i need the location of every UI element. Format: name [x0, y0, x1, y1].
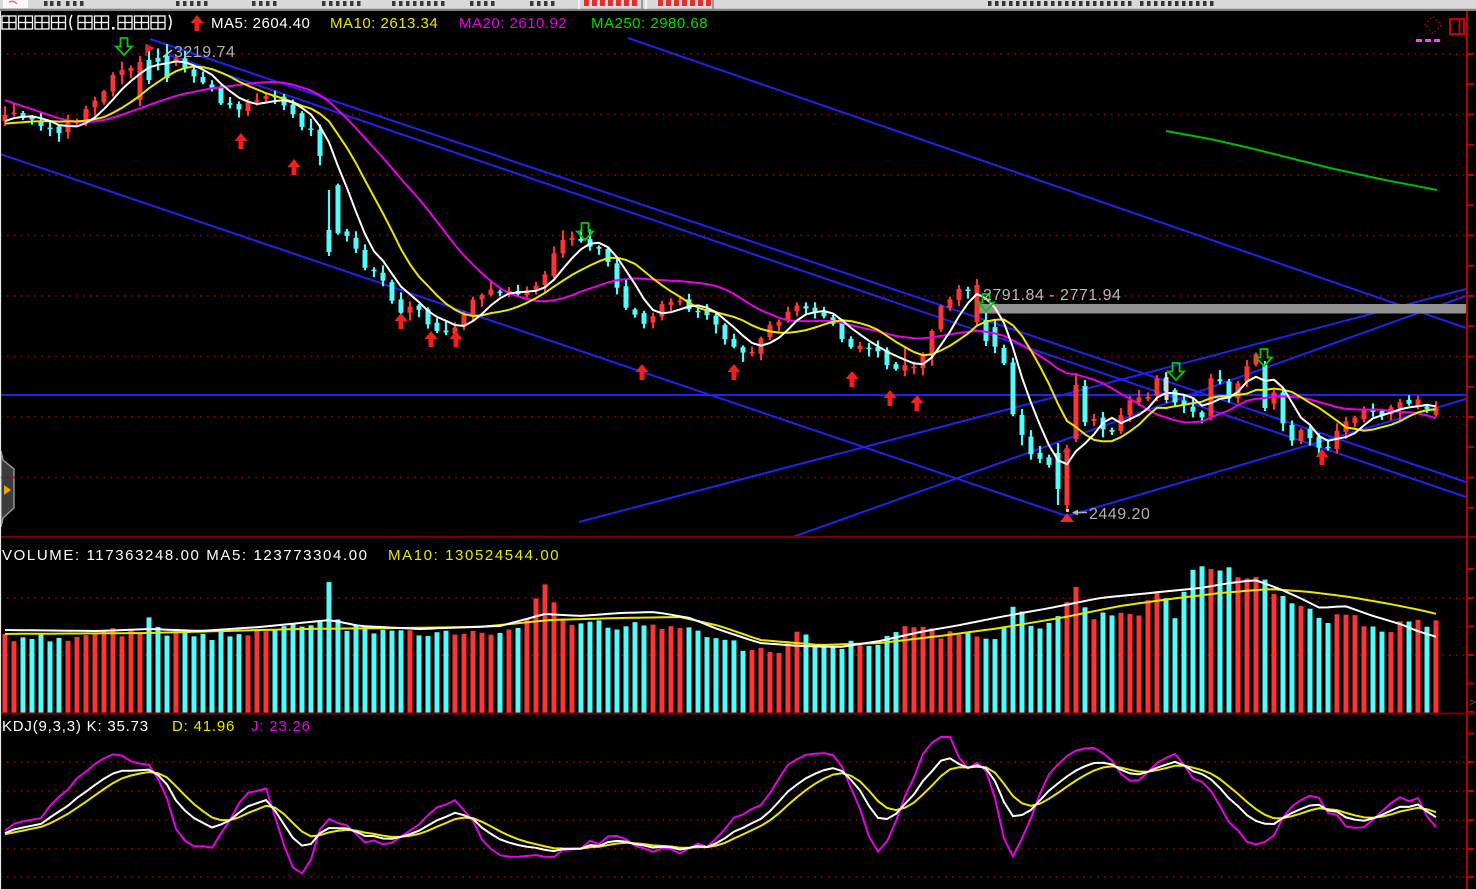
svg-text:MA20: 2610.92: MA20: 2610.92	[459, 15, 567, 32]
svg-text:D: 41.96: D: 41.96	[172, 718, 235, 735]
svg-text:MA250: 2980.68: MA250: 2980.68	[591, 15, 708, 32]
svg-text:2791.84 - 2771.94: 2791.84 - 2771.94	[983, 287, 1121, 304]
svg-text:VOLUME: 117363248.00 MA5: 1237: VOLUME: 117363248.00 MA5: 123773304.00	[2, 547, 369, 564]
svg-text:MA5: 2604.40: MA5: 2604.40	[211, 15, 310, 32]
svg-text:KDJ(9,3,3) K: 35.73: KDJ(9,3,3) K: 35.73	[2, 718, 149, 735]
svg-text:3219.74: 3219.74	[174, 44, 235, 61]
svg-text:MA10: 2613.34: MA10: 2613.34	[330, 15, 438, 32]
svg-text:2449.20: 2449.20	[1089, 506, 1150, 523]
svg-text:>: >	[1469, 697, 1476, 709]
svg-text:J: 23.26: J: 23.26	[251, 718, 311, 735]
svg-text:MA10: 130524544.00: MA10: 130524544.00	[388, 547, 560, 564]
